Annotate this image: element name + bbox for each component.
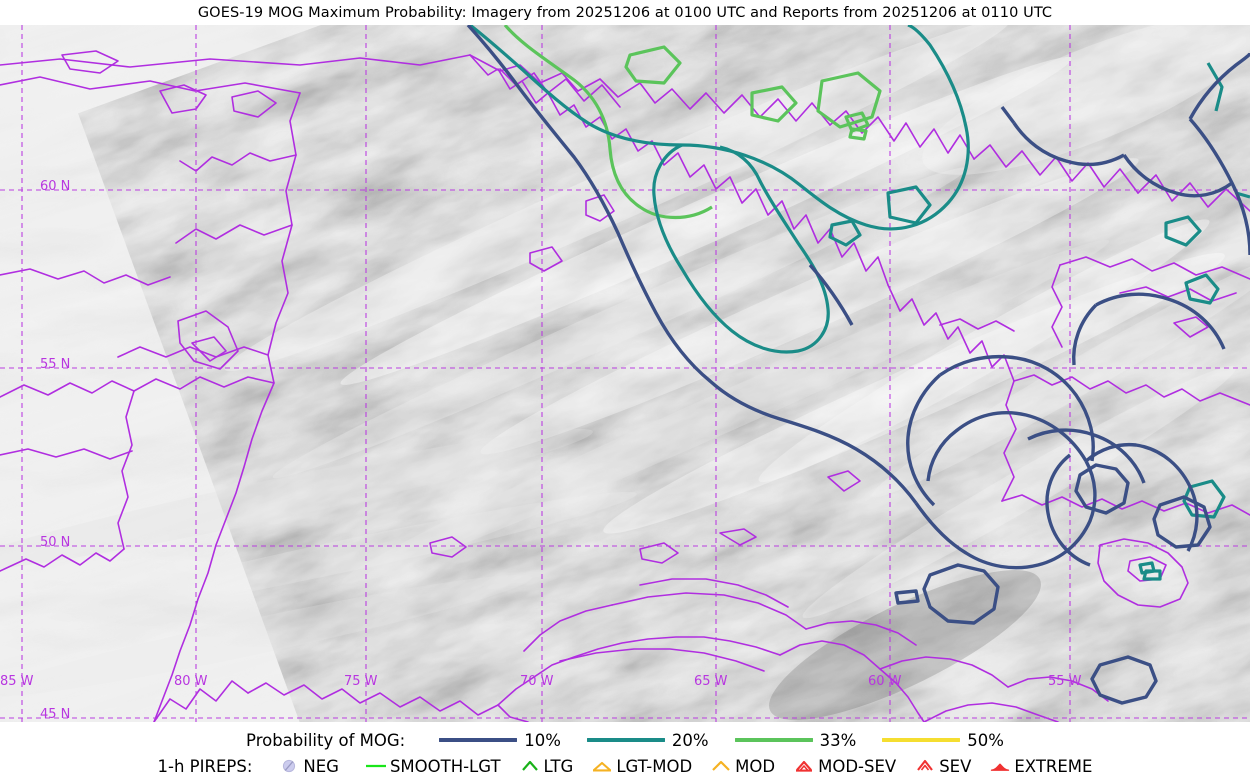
lgt-mod-label: LGT-MOD <box>616 756 693 776</box>
pireps-legend-label: 1-h PIREPS: <box>157 756 253 776</box>
graticule-layer <box>0 25 1250 722</box>
legend-item-smooth-lgt: SMOOTH-LGT <box>365 757 501 776</box>
ltg-icon <box>519 757 541 775</box>
prob-33-swatch <box>734 738 813 742</box>
prob-20-label: 20% <box>671 730 709 750</box>
lon-label-85w: 85 W <box>0 674 34 689</box>
legend-item-mod-sev: MOD-SEV <box>793 757 896 776</box>
contour-10pct <box>466 25 1250 705</box>
legend-item-prob-20: 20% <box>586 730 709 750</box>
satellite-map[interactable]: 60 N 55 N 50 N 45 N 85 W 80 W 75 W 70 W … <box>0 25 1250 722</box>
legend-item-prob-33: 33% <box>734 730 857 750</box>
legend-item-extreme: EXTREME <box>989 757 1092 776</box>
legend-item-sev: SEV <box>914 757 971 776</box>
probability-legend-label: Probability of MOG: <box>246 730 406 750</box>
extreme-label: EXTREME <box>1014 756 1093 776</box>
prob-10-label: 10% <box>524 730 561 750</box>
smooth-lgt-icon <box>365 757 387 775</box>
legend-row-pireps: 1-h PIREPS: NEG SMOOTH-LGT <box>0 752 1250 780</box>
legend-item-neg: NEG <box>278 757 339 776</box>
prob-10-swatch <box>439 738 518 742</box>
lon-label-55w: 55 W <box>1048 674 1082 689</box>
mod-icon <box>710 757 732 775</box>
legend-item-prob-10: 10% <box>439 731 561 750</box>
mod-sev-label: MOD-SEV <box>818 756 897 776</box>
page-title: GOES-19 MOG Maximum Probability: Imagery… <box>197 4 1053 21</box>
lon-label-70w: 70 W <box>520 674 554 689</box>
lat-label-45n: 45 N <box>40 707 70 722</box>
mod-sev-icon <box>793 757 815 775</box>
coastline-layer <box>0 50 1250 722</box>
lat-label-50n: 50 N <box>40 535 70 550</box>
prob-33-label: 33% <box>819 730 857 750</box>
neg-icon <box>278 757 300 775</box>
lgt-mod-icon <box>591 757 613 775</box>
legend-item-prob-50: 50% <box>882 731 1004 750</box>
sev-label: SEV <box>939 756 972 776</box>
sev-icon <box>914 757 936 775</box>
extreme-icon <box>989 757 1011 775</box>
prob-50-label: 50% <box>967 730 1004 750</box>
prob-50-swatch <box>882 738 961 742</box>
prob-20-swatch <box>586 738 665 742</box>
neg-label: NEG <box>303 756 339 776</box>
ir-dark-texture <box>78 25 1250 722</box>
legend-item-ltg: LTG <box>519 756 574 776</box>
lon-label-75w: 75 W <box>344 674 378 689</box>
contour-20pct <box>469 25 1250 581</box>
legend-item-mod: MOD <box>710 757 775 776</box>
lon-label-65w: 65 W <box>694 674 728 689</box>
lat-label-55n: 55 N <box>40 357 70 372</box>
map-canvas[interactable]: 60 N 55 N 50 N 45 N 85 W 80 W 75 W 70 W … <box>0 25 1250 722</box>
page-title-bar: GOES-19 MOG Maximum Probability: Imagery… <box>0 0 1250 25</box>
cloud-bands <box>0 25 1250 720</box>
ltg-label: LTG <box>543 756 574 776</box>
lon-label-60w: 60 W <box>868 674 902 689</box>
smooth-lgt-label: SMOOTH-LGT <box>389 756 501 776</box>
legend: Probability of MOG: 10% 20% 33% 50% <box>0 722 1250 782</box>
graticule-labels: 60 N 55 N 50 N 45 N 85 W 80 W 75 W 70 W … <box>0 179 1082 722</box>
lon-label-80w: 80 W <box>174 674 208 689</box>
lat-label-60n: 60 N <box>40 179 70 194</box>
mod-label: MOD <box>735 756 776 776</box>
legend-item-lgt-mod: LGT-MOD <box>591 757 692 776</box>
legend-row-probability: Probability of MOG: 10% 20% 33% 50% <box>0 726 1250 754</box>
